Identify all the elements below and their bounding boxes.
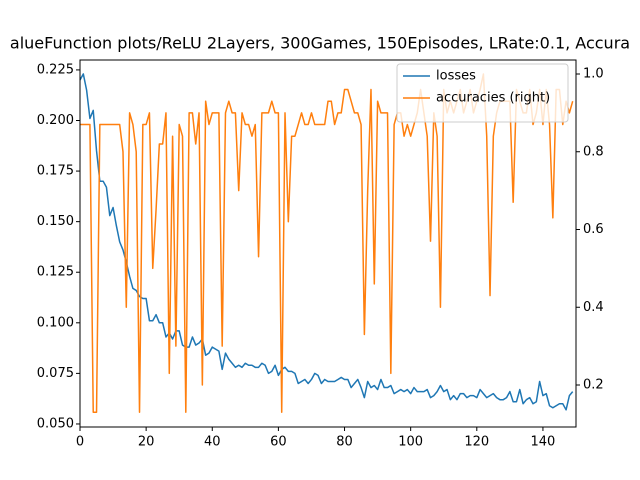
y-tick-label: 0.125	[37, 265, 74, 280]
y2-tick-label: 0.8	[583, 144, 604, 159]
y-tick-label: 0.050	[37, 416, 74, 431]
y2-tick-label: 0.4	[583, 300, 604, 315]
chart-title: alueFunction plots/ReLU 2Layers, 300Game…	[10, 34, 630, 53]
y-tick-label: 0.225	[37, 62, 74, 77]
x-tick-label: 80	[336, 435, 353, 450]
x-tick-label: 20	[138, 435, 155, 450]
y-tick-label: 0.175	[37, 164, 74, 179]
y-tick-label: 0.100	[37, 315, 74, 330]
x-tick-label: 140	[531, 435, 556, 450]
y2-tick-label: 0.2	[583, 378, 604, 393]
x-tick-label: 60	[270, 435, 287, 450]
axes-frame	[79, 59, 577, 428]
y-tick-label: 0.075	[37, 366, 74, 381]
legend-box	[396, 63, 569, 123]
series-line	[80, 73, 574, 413]
y-tick-label: 0.150	[37, 214, 74, 229]
x-tick-label: 40	[204, 435, 221, 450]
legend-label: losses	[436, 69, 476, 84]
x-tick-label: 0	[76, 435, 84, 450]
y-tick-label: 0.200	[37, 113, 74, 128]
series-line	[79, 73, 574, 411]
x-tick-label: 100	[398, 435, 423, 450]
legend-label: accuracies (right)	[436, 91, 550, 106]
x-tick-label: 120	[464, 435, 489, 450]
y2-tick-label: 1.0	[583, 66, 604, 81]
y2-tick-label: 0.6	[583, 222, 604, 237]
